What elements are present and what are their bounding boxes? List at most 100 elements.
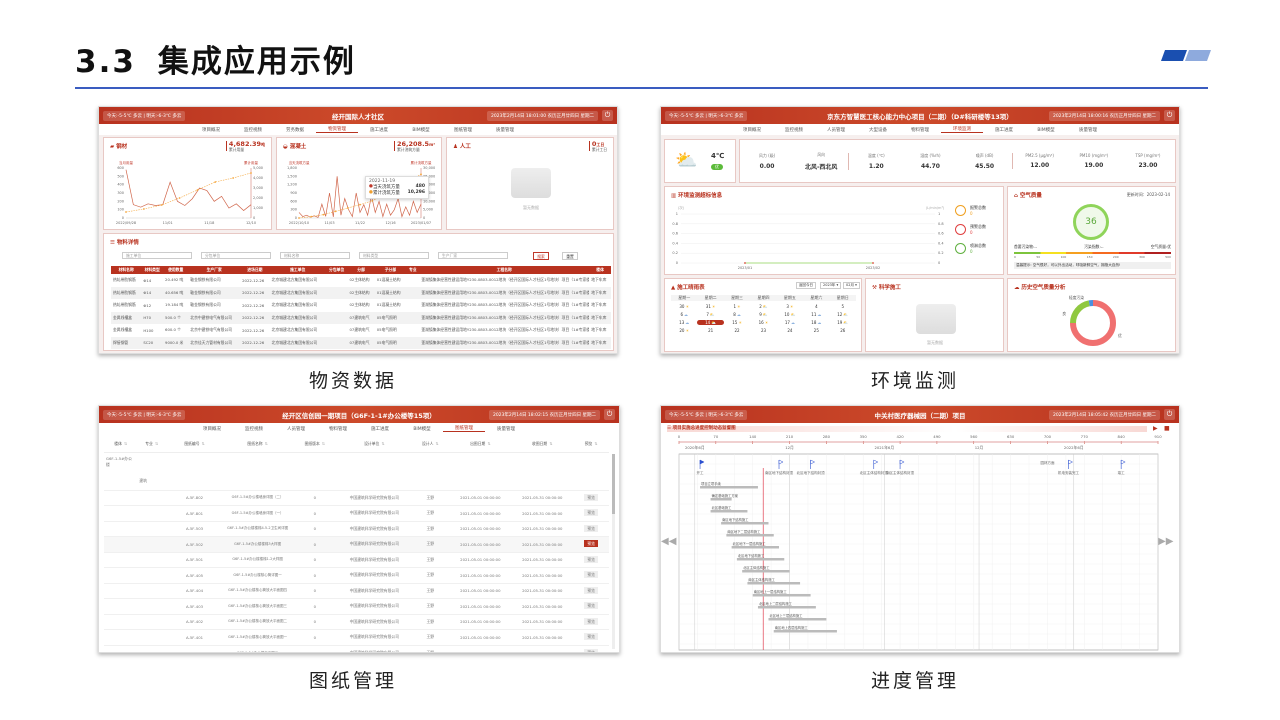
column-header[interactable]: 楼体 ⇅	[104, 436, 138, 453]
nav-tab[interactable]: 质量管理	[497, 426, 515, 432]
nav-tab[interactable]: 环境监测	[941, 126, 983, 133]
calendar-day[interactable]: 8☁	[724, 312, 750, 317]
prev-arrow-icon[interactable]: ◀◀	[661, 536, 677, 547]
calendar-day[interactable]: 4	[803, 304, 829, 309]
nav-tab[interactable]: BIM模型	[412, 127, 430, 133]
nav-tab[interactable]: 质量管理	[1079, 127, 1097, 133]
column-header[interactable]: 收图日期 ⇅	[511, 436, 574, 453]
filter-input[interactable]: 材料名称	[280, 252, 350, 259]
nav-tab[interactable]: 项目概况	[743, 127, 761, 133]
preview-button[interactable]: 预览	[584, 586, 598, 594]
calendar-day[interactable]: 10⛅	[777, 312, 803, 317]
preview-button[interactable]: 预览	[584, 524, 598, 532]
year-select[interactable]: 2023年 ▾	[820, 282, 842, 289]
calendar-day[interactable]: 11☁	[803, 312, 829, 317]
calendar-day[interactable]: 23	[750, 328, 776, 333]
sort-icon[interactable]: ⇅	[123, 440, 128, 446]
nav-tab[interactable]: 图纸管理	[454, 127, 472, 133]
calendar-day[interactable]: 14⛅	[697, 320, 724, 325]
calendar-day[interactable]: 30☀	[671, 304, 697, 309]
sort-icon[interactable]: ⇅	[594, 440, 598, 446]
calendar-day[interactable]: 31☀	[697, 304, 723, 309]
calendar-day[interactable]: 21	[697, 328, 723, 333]
month-select[interactable]: 02月 ▾	[843, 282, 860, 289]
sort-icon[interactable]: ⇅	[487, 440, 491, 446]
column-header[interactable]: 出图日期 ⇅	[449, 436, 512, 453]
column-header[interactable]: 图纸编号 ⇅	[165, 436, 224, 453]
nav-tab[interactable]: 物资管理	[316, 126, 358, 133]
power-icon[interactable]: ⏻	[1164, 110, 1175, 121]
preview-button[interactable]: 预览	[584, 571, 598, 579]
sort-icon[interactable]: ⇅	[264, 440, 268, 446]
sort-icon[interactable]: ⇅	[549, 440, 553, 446]
calendar-day[interactable]: 12⛅	[830, 312, 856, 317]
calendar-day[interactable]: 13☁	[671, 320, 697, 325]
calendar-day[interactable]: 26	[830, 328, 856, 333]
power-icon[interactable]: ⏻	[604, 409, 615, 420]
nav-tab[interactable]: 施工进度	[370, 127, 388, 133]
calendar-day[interactable]: 3☀	[777, 304, 803, 309]
play-icon[interactable]: ▶	[1153, 425, 1158, 432]
calendar-day[interactable]: 19⛅	[830, 320, 856, 325]
nav-tab[interactable]: 监控视频	[244, 127, 262, 133]
preview-button[interactable]: 预览	[584, 617, 598, 625]
sort-icon[interactable]: ⇅	[201, 440, 205, 446]
stop-icon[interactable]: ■	[1164, 425, 1170, 432]
nav-tab[interactable]: 质量管理	[496, 127, 514, 133]
sort-icon[interactable]: ⇅	[435, 440, 439, 446]
filter-input[interactable]: 材料类型	[359, 252, 429, 259]
preview-button[interactable]: 预览	[584, 493, 598, 501]
calendar-day[interactable]: 7⛅	[697, 312, 723, 317]
calendar-day[interactable]: 6☁	[671, 312, 697, 317]
nav-tab[interactable]: 人员管理	[287, 426, 305, 432]
power-icon[interactable]: ⏻	[602, 110, 613, 121]
preview-button[interactable]: 预览	[584, 649, 598, 652]
filter-input[interactable]: 分包单位	[201, 252, 271, 259]
sort-icon[interactable]: ⇅	[321, 440, 325, 446]
reset-button[interactable]: 重置	[562, 252, 578, 260]
preview-button[interactable]: 预览	[584, 602, 598, 610]
sort-icon[interactable]: ⇅	[154, 440, 159, 446]
calendar-day[interactable]: 17☁	[777, 320, 803, 325]
calendar-day[interactable]: 9⛅	[750, 312, 776, 317]
calendar-day[interactable]: 16☀	[750, 320, 776, 325]
nav-tab[interactable]: 人员管理	[827, 127, 845, 133]
scrollbar[interactable]	[612, 454, 615, 649]
preview-button[interactable]: 预览	[584, 509, 598, 517]
sort-icon[interactable]: ⇅	[381, 440, 385, 446]
next-arrow-icon[interactable]: ▶▶	[1158, 536, 1174, 547]
nav-tab[interactable]: 物料管理	[911, 127, 929, 133]
nav-tab[interactable]: 项目概况	[203, 426, 221, 432]
nav-tab[interactable]: 劳务数据	[286, 127, 304, 133]
calendar-day[interactable]: 25	[803, 328, 829, 333]
nav-tab[interactable]: 项目概况	[202, 127, 220, 133]
tree-node-building[interactable]: G6F-1-5#办公楼	[106, 456, 132, 468]
calendar-day[interactable]: 15☀	[724, 320, 750, 325]
nav-tab[interactable]: 施工进度	[995, 127, 1013, 133]
column-header[interactable]: 设计单位 ⇅	[337, 436, 412, 453]
calendar-day[interactable]: 18☁	[803, 320, 829, 325]
tree-node-discipline[interactable]: 建筑	[139, 477, 147, 483]
filter-input[interactable]: 施工单位	[122, 252, 192, 259]
nav-tab[interactable]: 施工进度	[371, 426, 389, 432]
nav-tab[interactable]: 物料管理	[329, 426, 347, 432]
search-button[interactable]: 搜索	[533, 252, 549, 260]
calendar-day[interactable]: 20☀	[671, 328, 697, 333]
calendar-day[interactable]: 2⛅	[750, 304, 776, 309]
preview-button[interactable]: 预览	[584, 555, 598, 563]
column-header[interactable]: 设计人 ⇅	[411, 436, 450, 453]
column-header[interactable]: 专业 ⇅	[137, 436, 166, 453]
calendar-day[interactable]: 1☀	[724, 304, 750, 309]
today-button[interactable]: 返回今日	[796, 282, 816, 289]
column-header[interactable]: 图纸版本 ⇅	[292, 436, 338, 453]
preview-button[interactable]: 预览	[584, 540, 598, 548]
nav-tab[interactable]: BIM模型	[1037, 127, 1055, 133]
column-header[interactable]: 图纸名称 ⇅	[223, 436, 293, 453]
nav-tab[interactable]: 图纸管理	[443, 425, 485, 432]
preview-button[interactable]: 预览	[584, 633, 598, 641]
nav-tab[interactable]: 监控视频	[785, 127, 803, 133]
power-icon[interactable]: ⏻	[1164, 409, 1175, 420]
calendar-day[interactable]: 24	[777, 328, 803, 333]
calendar-day[interactable]: 22	[724, 328, 750, 333]
nav-tab[interactable]: BIM模型	[413, 426, 431, 432]
